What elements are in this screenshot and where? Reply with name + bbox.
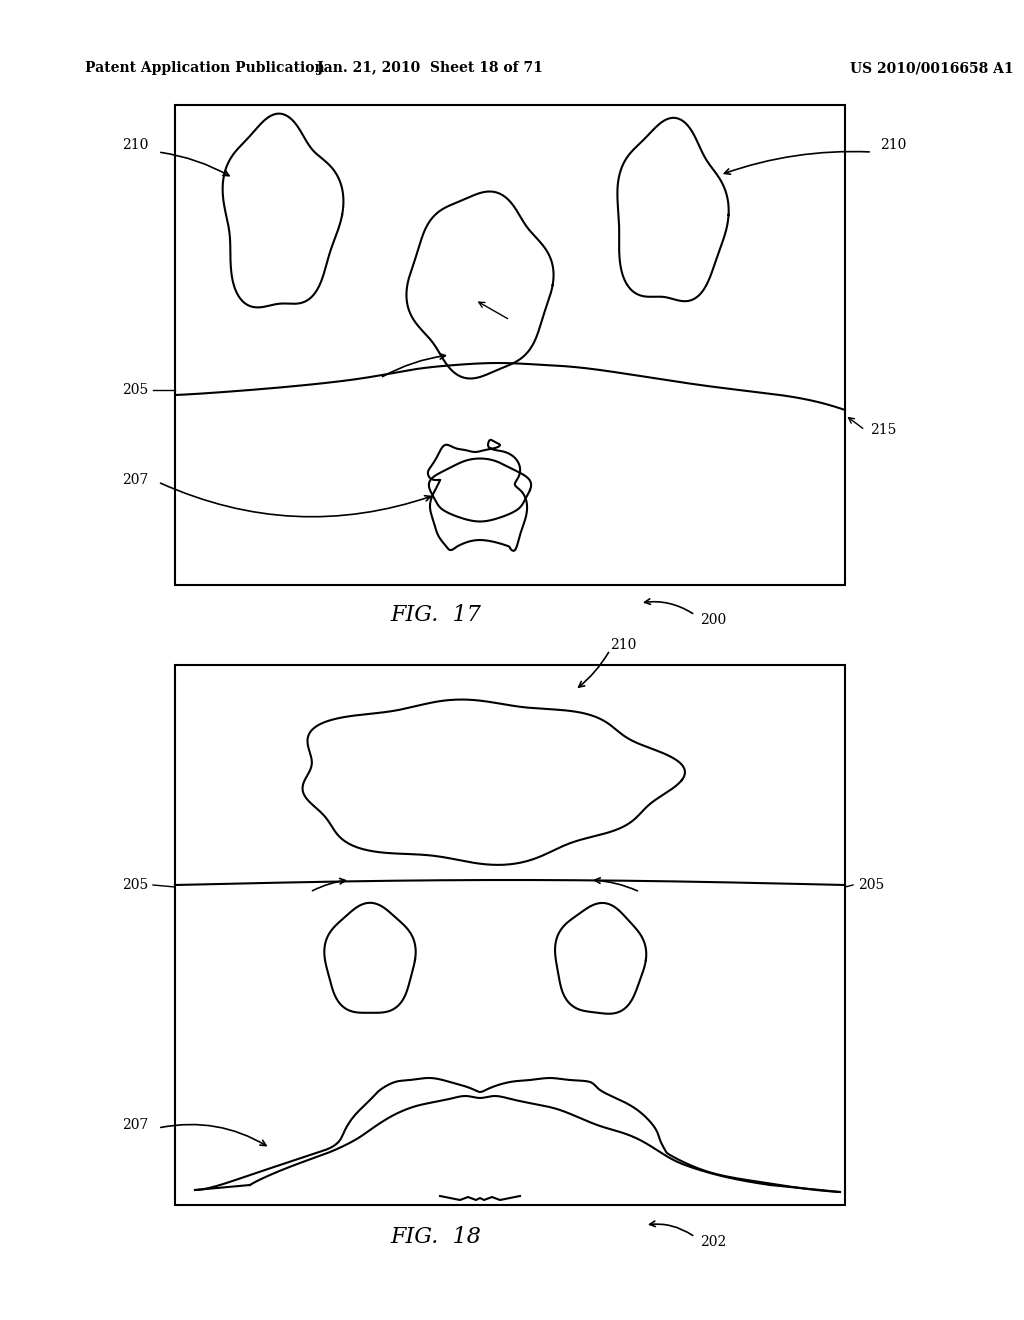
Text: 205: 205 (858, 878, 885, 892)
Text: US 2010/0016658 A1: US 2010/0016658 A1 (850, 61, 1014, 75)
Text: 205: 205 (122, 878, 148, 892)
Text: 202: 202 (700, 1236, 726, 1249)
Text: 210: 210 (122, 139, 148, 152)
Text: 205: 205 (122, 383, 148, 397)
Text: 207: 207 (122, 1118, 148, 1133)
Text: FIG.  17: FIG. 17 (390, 605, 481, 626)
Bar (175, 106, 845, 585)
Text: 210: 210 (880, 139, 906, 152)
Text: FIG.  18: FIG. 18 (390, 1226, 481, 1247)
Text: 200: 200 (700, 612, 726, 627)
Text: 215: 215 (870, 422, 896, 437)
Text: Jan. 21, 2010  Sheet 18 of 71: Jan. 21, 2010 Sheet 18 of 71 (317, 61, 543, 75)
Text: 210: 210 (610, 638, 636, 652)
Bar (175, 665, 845, 1205)
Text: 207: 207 (122, 473, 148, 487)
Text: Patent Application Publication: Patent Application Publication (85, 61, 325, 75)
